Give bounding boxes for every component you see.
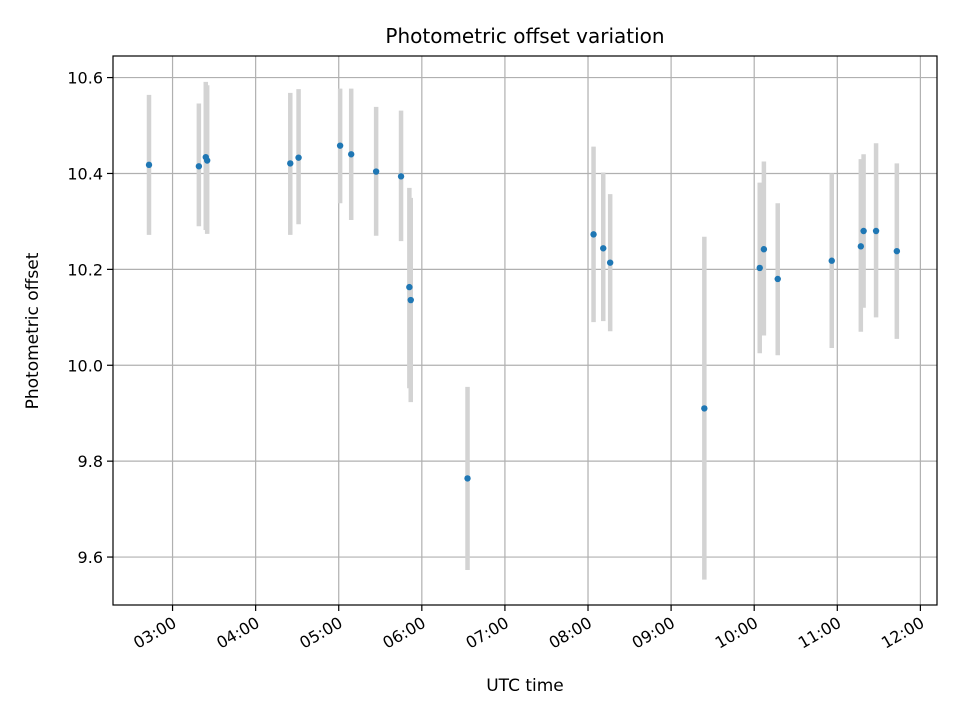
x-tick-label: 11:00 [795,613,844,653]
y-tick-label: 10.2 [67,260,103,279]
data-point [701,405,708,412]
data-point [145,161,153,169]
data-point [406,283,413,291]
x-tick-label: 04:00 [213,613,262,653]
x-axis-title: UTC time [486,676,564,696]
x-tick-label: 06:00 [379,613,428,653]
data-point [774,275,781,283]
x-tick-label: 05:00 [296,613,345,653]
error-bars [146,81,900,580]
x-tick-label: 07:00 [462,613,511,653]
data-point [828,257,835,264]
data-point [295,154,302,161]
x-tick-label: 09:00 [629,613,678,653]
data-point [287,160,294,167]
data-point [407,296,414,304]
x-tick-label: 03:00 [130,613,179,653]
x-tick-label: 10:00 [712,613,761,653]
data-point [857,243,865,250]
data-point [372,168,380,175]
data-point [872,227,880,235]
y-tick-label: 9.6 [78,548,103,567]
data-point [756,264,763,272]
data-point [893,247,901,255]
x-tick-label: 08:00 [546,613,595,653]
data-point [464,475,471,482]
x-tick-label: 12:00 [878,613,927,653]
x-axis-ticks: 03:00 04:00 05:00 06:00 07:00 08:00 09:00 10:00… [130,605,927,653]
chart-title: Photometric offset variation [385,24,664,48]
y-tick-label: 10.0 [67,356,103,375]
y-axis-ticks: 9.6 9.8 10.0 10.2 10.4 10.6 [67,69,113,567]
y-tick-label: 10.4 [67,164,103,183]
data-point [590,231,597,238]
y-tick-label: 9.8 [78,452,103,471]
grid-lines [113,56,937,605]
data-point [600,245,607,252]
data-point [336,142,344,149]
data-point [397,173,405,180]
data-points [145,142,901,482]
data-point [760,246,768,253]
y-axis-title: Photometric offset [23,252,43,409]
data-point [347,151,355,158]
data-point [203,157,211,164]
y-tick-label: 10.6 [67,69,103,88]
data-point [195,163,203,170]
data-point [606,259,614,266]
data-point [860,227,867,235]
plot-frame [112,55,938,606]
